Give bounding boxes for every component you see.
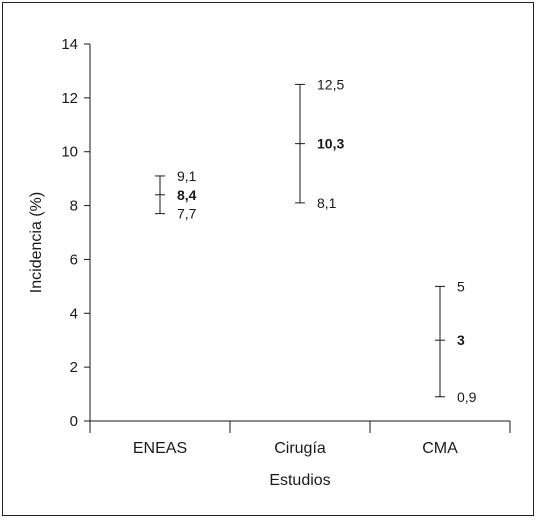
point-value-label: 10,3: [317, 136, 344, 152]
x-category-label: Cirugía: [274, 440, 326, 457]
y-tick-label: 10: [61, 144, 78, 161]
y-tick-label: 14: [61, 36, 78, 53]
y-ticks: 0 2 4 6 8 10 12 14: [61, 36, 90, 430]
upper-value-label: 5: [457, 278, 465, 294]
x-axis-title: Estudios: [269, 472, 330, 489]
y-tick-label: 4: [70, 305, 78, 322]
error-bar-group: 9,1 8,4 7,7: [155, 168, 197, 222]
error-bar-group: 12,5 10,3 8,1: [295, 76, 344, 211]
point-value-label: 8,4: [177, 187, 197, 203]
upper-value-label: 9,1: [177, 168, 197, 184]
chart-frame: [2, 2, 534, 516]
axes: [89, 44, 510, 422]
y-tick-label: 8: [70, 198, 78, 215]
x-category-label: ENEAS: [133, 440, 187, 457]
y-tick-label: 6: [70, 251, 78, 268]
point-value-label: 3: [457, 332, 465, 348]
error-bar-group: 530,9: [435, 278, 477, 405]
lower-value-label: 8,1: [317, 195, 337, 211]
x-category-label: CMA: [422, 440, 458, 457]
lower-value-label: 0,9: [457, 389, 477, 405]
y-axis-title: Incidencia (%): [28, 192, 45, 293]
x-categories: ENEAS Cirugía CMA: [89, 421, 511, 457]
lower-value-label: 7,7: [177, 206, 197, 222]
y-tick-label: 2: [70, 359, 78, 376]
y-tick-label: 12: [61, 90, 78, 107]
y-tick-label: 0: [70, 413, 78, 430]
upper-value-label: 12,5: [317, 76, 344, 92]
